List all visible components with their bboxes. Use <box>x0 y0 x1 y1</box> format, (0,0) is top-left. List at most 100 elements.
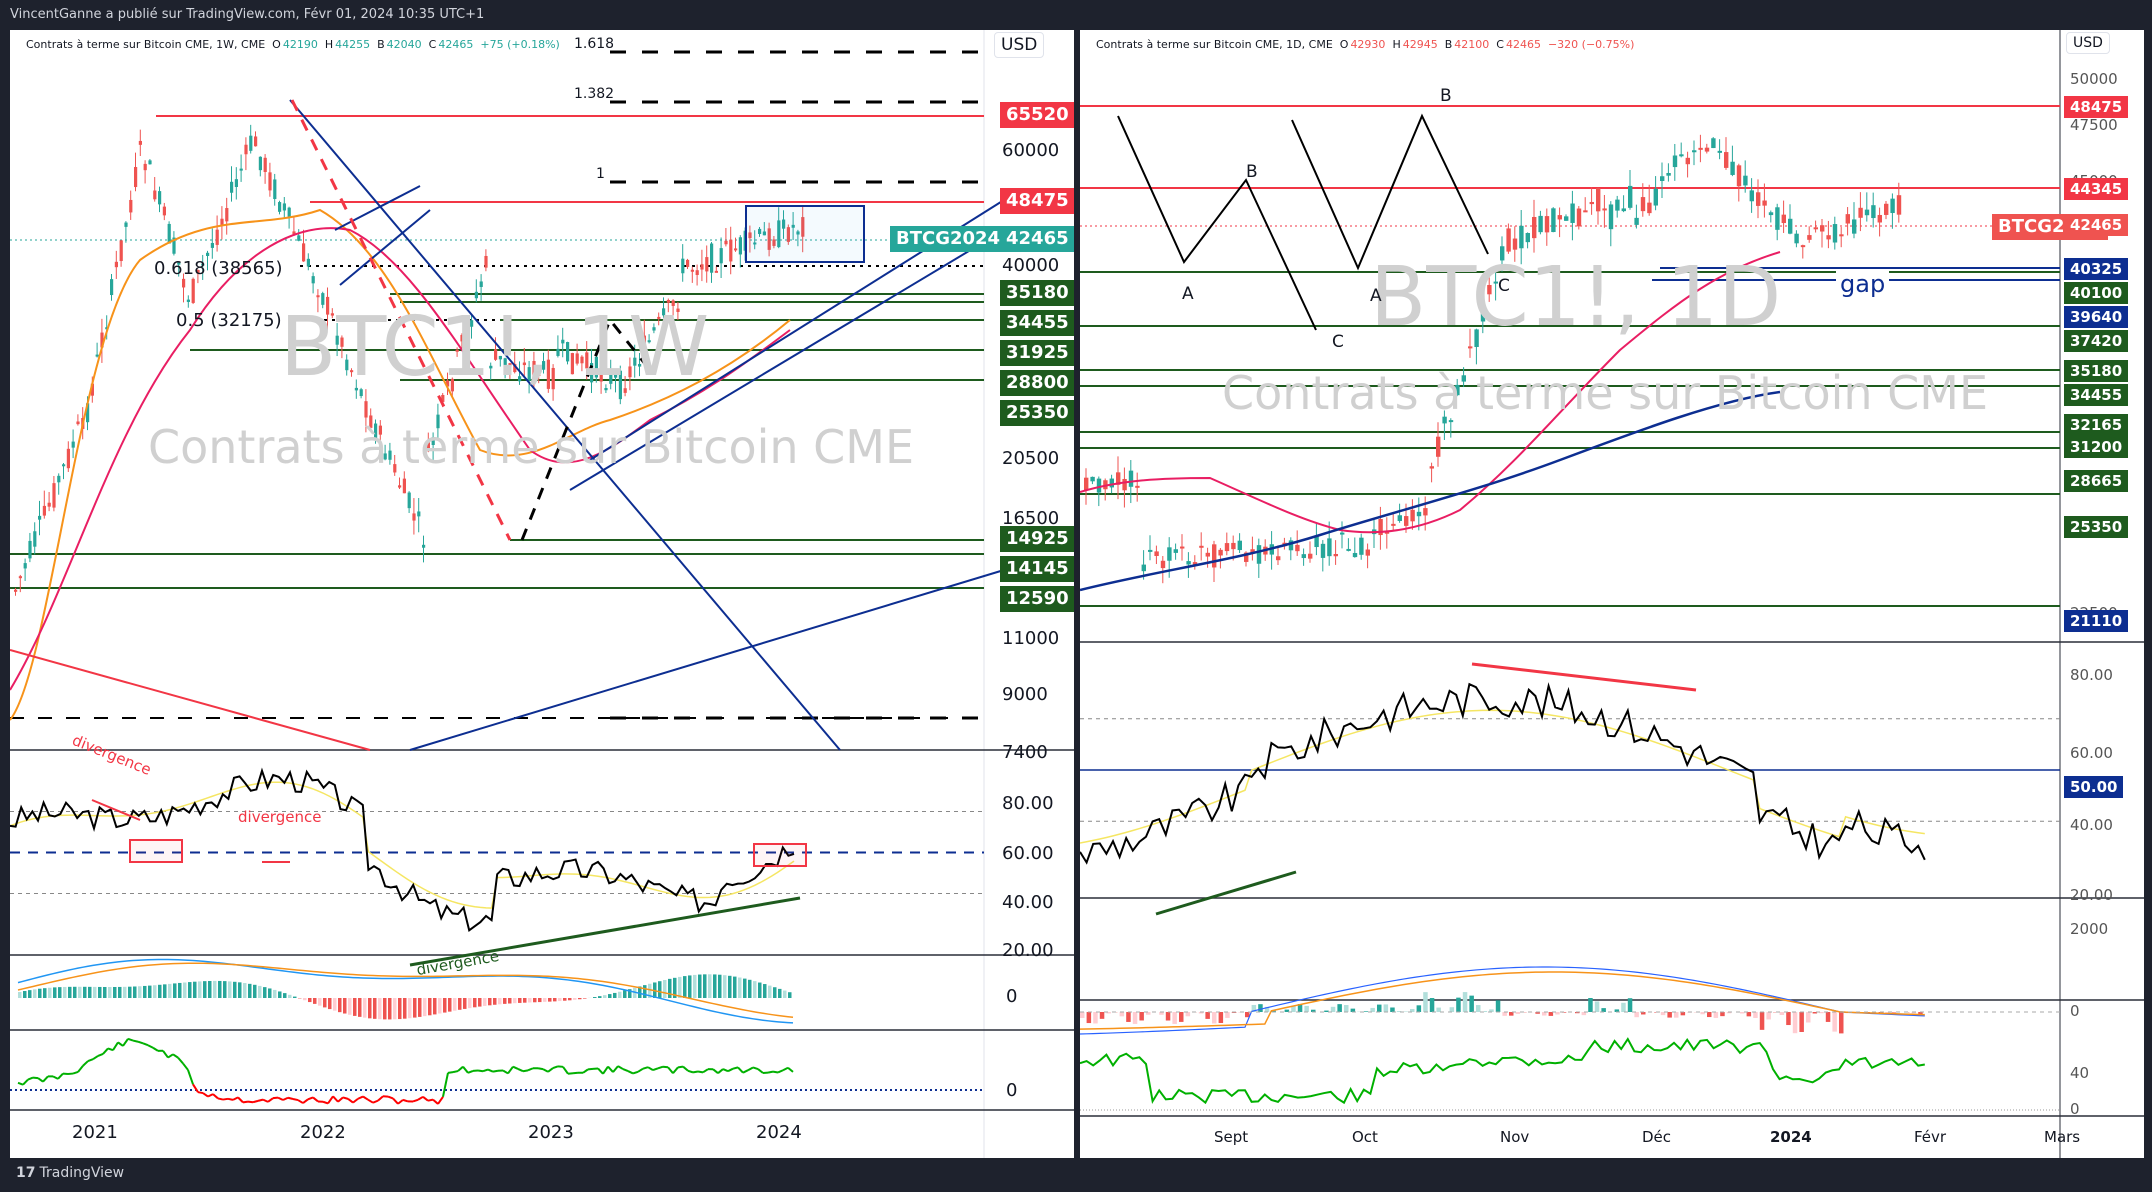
oscillator-segment <box>672 1066 679 1074</box>
candle-body <box>609 372 613 384</box>
oscillator-segment <box>717 1068 724 1074</box>
level-price-tag: 32165 <box>2064 414 2129 436</box>
moving-average-pink <box>1080 251 1781 534</box>
bullish-divergence-line <box>409 896 801 967</box>
oscillator-segment <box>737 1066 744 1074</box>
wave-label-b2: B <box>1440 86 1452 106</box>
candle-body <box>417 511 421 517</box>
tradingview-footer[interactable]: 17 TradingView <box>16 1165 124 1181</box>
candle-body <box>436 414 440 429</box>
oscillator-segment <box>262 1098 269 1103</box>
oscillator-segment <box>642 1066 649 1070</box>
rsi-tick: 60.00 <box>2070 744 2113 762</box>
candle-body <box>527 367 531 381</box>
macd-histogram-bar <box>713 974 717 998</box>
daily-chart-panel[interactable]: Contrats à terme sur Bitcoin CME, 1D, CM… <box>1080 30 2144 1158</box>
oscillator-segment <box>282 1096 289 1101</box>
oscillator-segment <box>452 1070 459 1074</box>
candle-body <box>172 237 176 254</box>
macd-histogram-bar <box>1146 1012 1151 1015</box>
oscillator-segment <box>777 1069 784 1074</box>
macd-histogram-bar <box>1680 1012 1686 1016</box>
macd-histogram-bar <box>1542 1012 1547 1016</box>
channel-line <box>339 209 431 286</box>
oscillator-segment <box>277 1096 284 1101</box>
macd-histogram-bar <box>1086 1012 1092 1024</box>
candle-body <box>340 337 344 347</box>
legend-close: 42465 <box>1505 38 1541 51</box>
macd-histogram-bar <box>668 978 672 998</box>
candle-body <box>66 448 70 469</box>
macd-histogram-bar <box>1218 1012 1224 1024</box>
candle-body <box>1327 538 1332 557</box>
macd-histogram-bar <box>1885 1012 1890 1014</box>
candle-body <box>124 222 128 227</box>
candle-body <box>393 464 397 473</box>
wave-label-c2: C <box>1498 276 1510 296</box>
legend-open: 42930 <box>1350 38 1386 51</box>
macd-histogram-bar <box>263 987 267 998</box>
macd-histogram-bar <box>238 982 242 998</box>
price-tick: 60000 <box>1002 140 1060 161</box>
level-price-tag: 40100 <box>2064 282 2129 304</box>
macd-histogram-bar <box>373 998 377 1019</box>
macd-histogram-bar <box>728 975 732 998</box>
candle-body <box>671 300 675 306</box>
macd-histogram-bar <box>158 984 162 998</box>
macd-histogram-bar <box>718 974 722 998</box>
daily-chart-canvas[interactable] <box>1080 30 2144 1158</box>
trend-line-up-2 <box>569 229 1005 491</box>
macd-histogram-bar <box>1179 1012 1184 1022</box>
candle-body <box>191 278 195 303</box>
macd-histogram-bar <box>363 998 367 1018</box>
macd-histogram-bar <box>123 986 127 998</box>
candle-body <box>206 252 210 256</box>
last-price-tag: 42465 <box>1000 226 1074 252</box>
weekly-chart-canvas[interactable] <box>10 30 1074 1158</box>
candle-body <box>1852 219 1857 234</box>
oscillator-segment <box>247 1100 254 1104</box>
oscillator-segment <box>212 1093 219 1100</box>
candle-body <box>426 442 430 452</box>
candle-body <box>1429 466 1434 469</box>
macd-histogram-bar <box>1106 1012 1111 1014</box>
oscillator-tick: 0 <box>2070 1100 2080 1118</box>
impulse-line-red <box>290 99 512 541</box>
candle-body <box>1781 214 1786 224</box>
tradingview-logo-icon: 17 <box>16 1165 36 1181</box>
currency-selector[interactable]: USD <box>2066 32 2110 54</box>
oscillator-segment <box>517 1068 524 1073</box>
macd-histogram-bar <box>18 992 22 998</box>
candle-body <box>350 370 354 373</box>
oscillator-segment <box>417 1095 424 1101</box>
oscillator-segment <box>447 1071 454 1074</box>
candle-body <box>1660 176 1665 181</box>
macd-histogram-bar <box>703 974 707 998</box>
macd-tick: 0 <box>2070 1002 2080 1020</box>
weekly-chart-panel[interactable]: Contrats à terme sur Bitcoin CME, 1W, CM… <box>10 30 1074 1158</box>
daily-legend: Contrats à terme sur Bitcoin CME, 1D, CM… <box>1096 38 1634 51</box>
oscillator-segment <box>327 1095 334 1105</box>
macd-histogram-bar <box>113 986 117 998</box>
macd-histogram-bar <box>1515 1012 1521 1014</box>
currency-selector[interactable]: USD <box>994 32 1045 58</box>
oscillator-segment <box>637 1067 644 1073</box>
macd-histogram-bar <box>1304 1005 1309 1012</box>
macd-histogram-bar <box>1264 1006 1270 1012</box>
macd-histogram-bar <box>468 998 472 1009</box>
candle-body <box>628 366 632 378</box>
candle-body <box>575 353 579 364</box>
price-tag-44345: 44345 <box>2064 178 2129 200</box>
macd-histogram-bar <box>243 983 247 998</box>
candle-body <box>1608 204 1614 230</box>
macd-histogram-bar <box>678 976 682 998</box>
macd-histogram-bar <box>453 998 457 1011</box>
oscillator-segment <box>597 1067 604 1075</box>
candle-body <box>1730 161 1735 175</box>
macd-histogram-bar <box>648 983 652 998</box>
candle-body <box>1340 532 1345 535</box>
candle-body <box>767 228 771 250</box>
macd-histogram-bar <box>1185 1012 1191 1017</box>
macd-histogram-bar <box>1581 1012 1587 1016</box>
legend-close: 42465 <box>438 38 474 51</box>
